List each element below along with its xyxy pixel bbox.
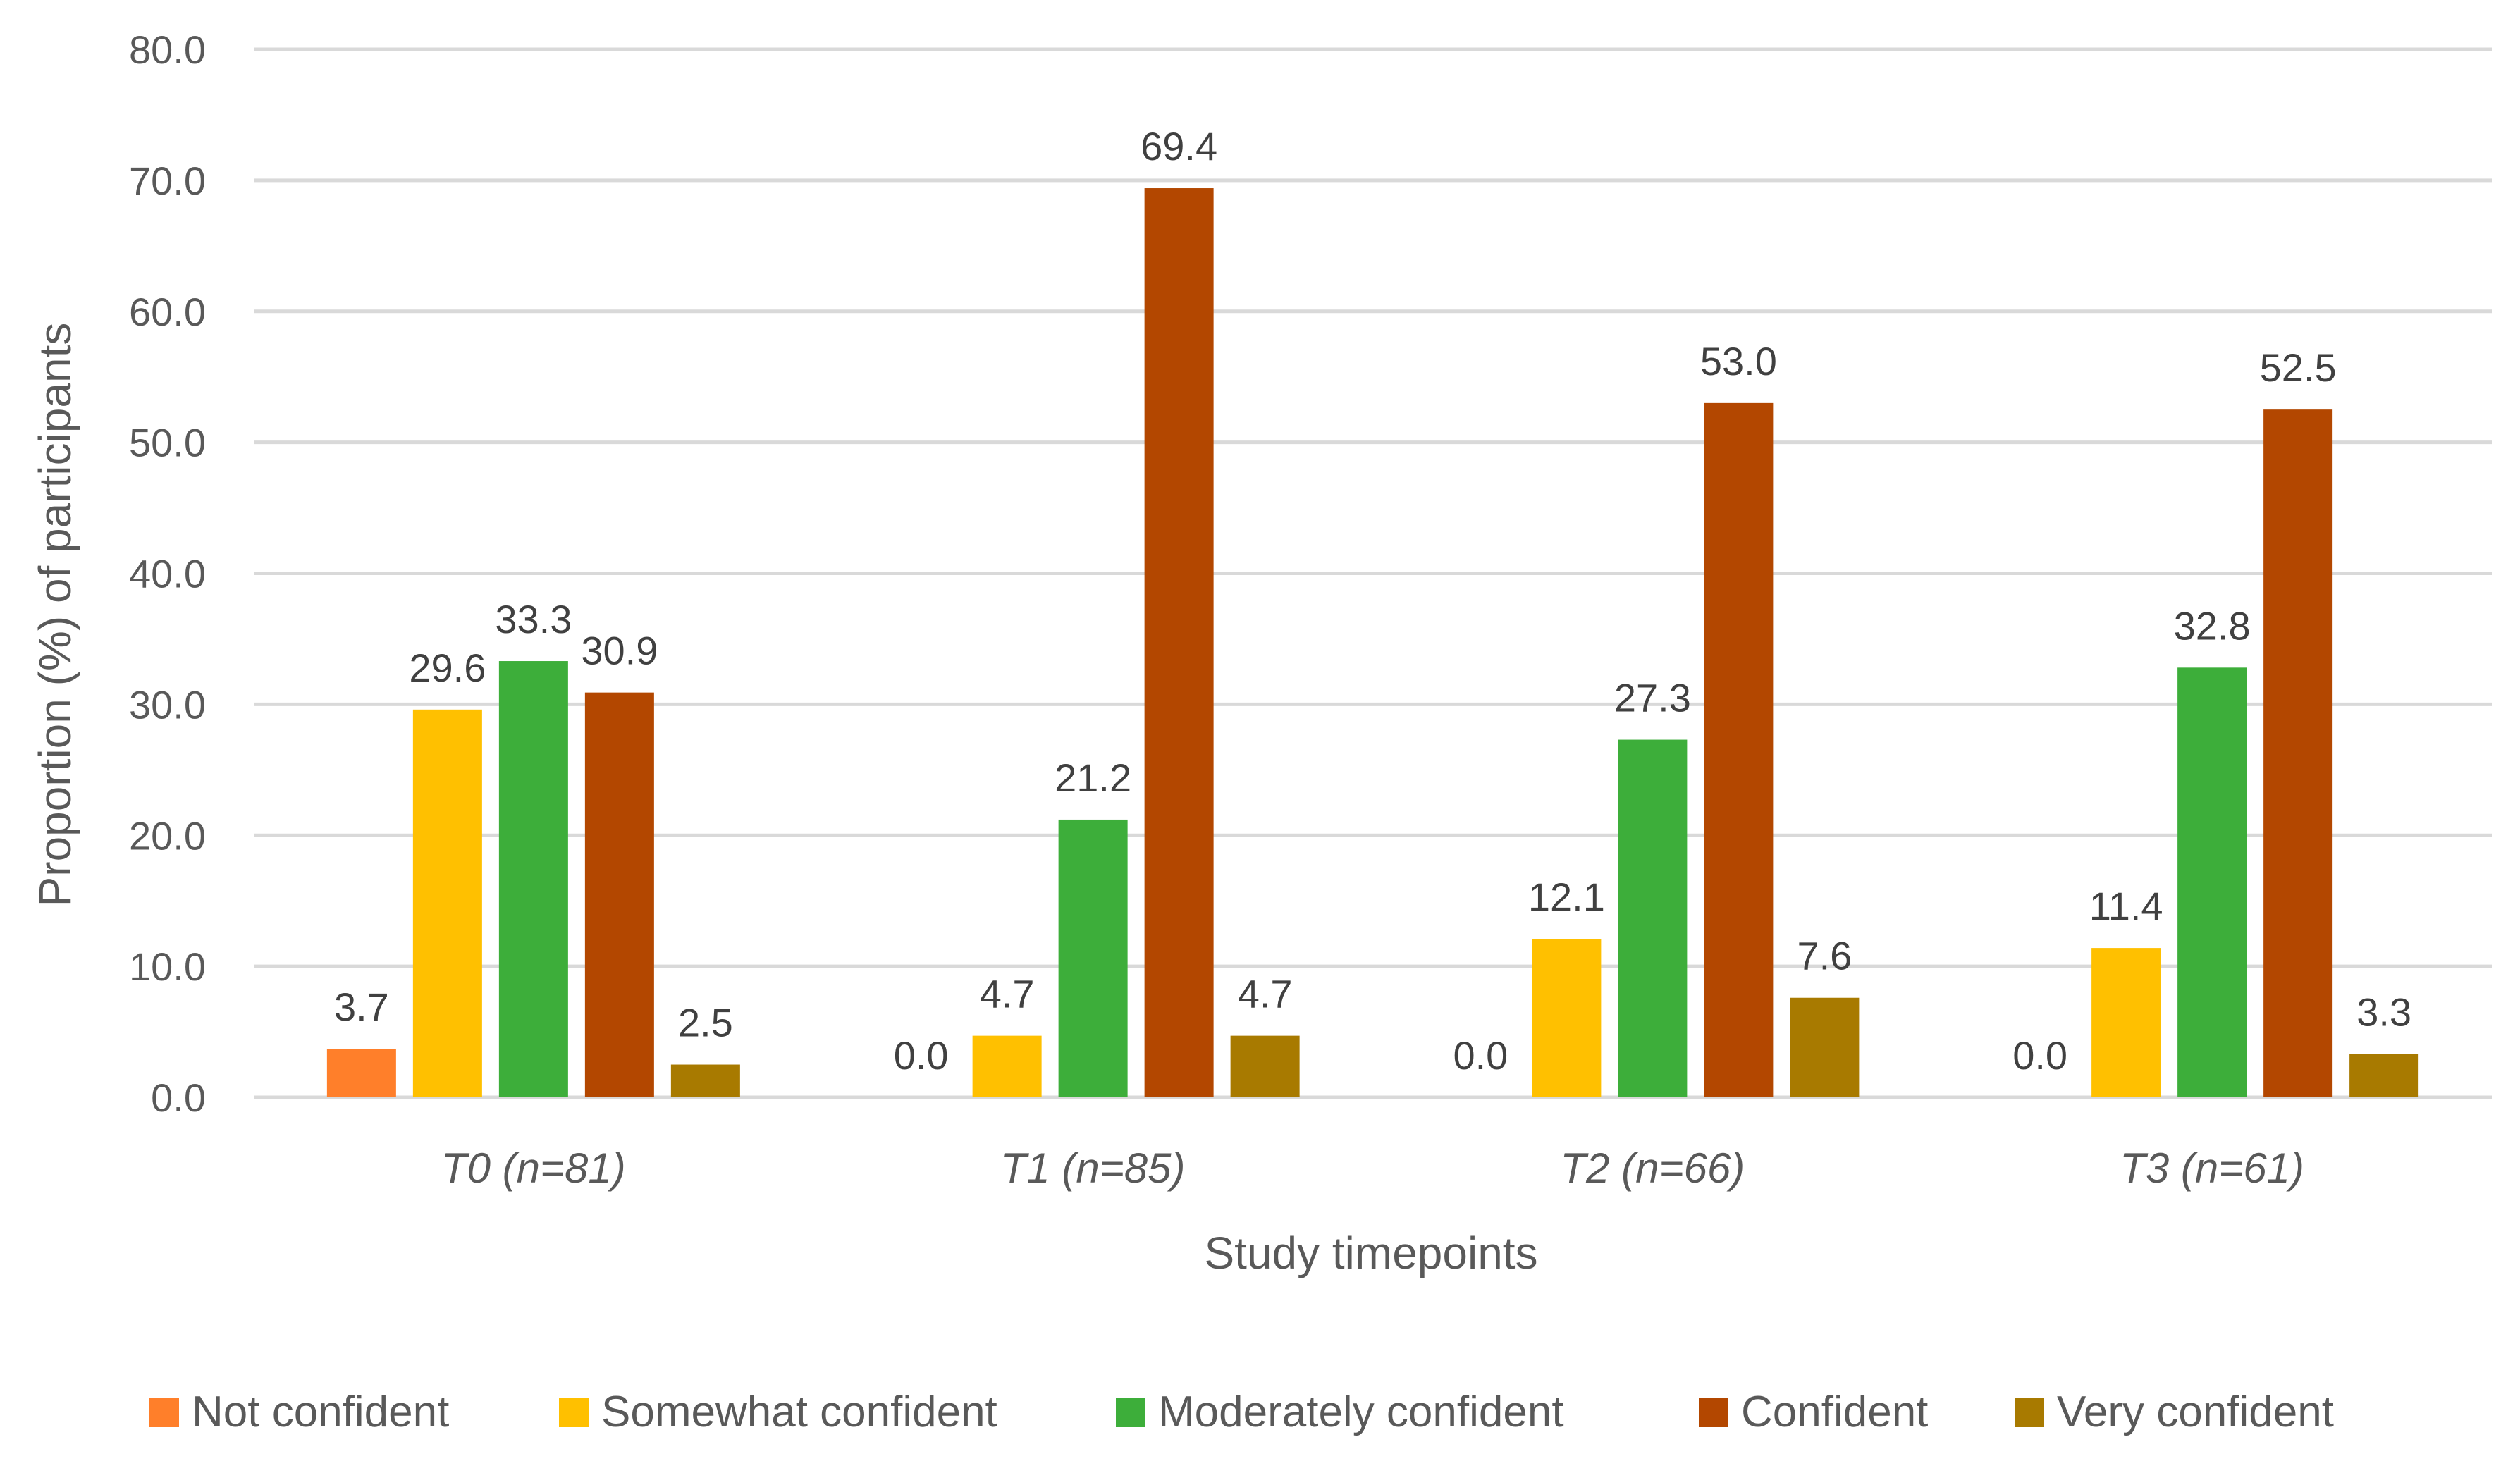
y-tick-label: 0.0 <box>151 1075 206 1120</box>
data-label: 0.0 <box>894 1033 949 1078</box>
data-label: 21.2 <box>1055 756 1131 800</box>
x-category-label: T0 (n=81) <box>441 1145 626 1192</box>
legend-label: Moderately confident <box>1158 1388 1564 1436</box>
data-label: 52.5 <box>2260 345 2337 390</box>
bar <box>1230 1035 1300 1097</box>
data-label: 29.6 <box>409 646 486 690</box>
y-tick-label: 70.0 <box>129 159 206 203</box>
y-axis-title: Proportion (%) of participants <box>30 323 80 907</box>
bar <box>1618 739 1688 1097</box>
bar <box>1144 188 1214 1098</box>
data-label: 33.3 <box>495 597 572 641</box>
bar <box>1704 402 1774 1097</box>
data-label: 0.0 <box>1453 1033 1508 1078</box>
bar <box>1790 997 1860 1097</box>
data-label: 12.1 <box>1528 875 1605 919</box>
data-label: 27.3 <box>1614 676 1691 720</box>
x-axis-title: Study timepoints <box>1204 1228 1537 1278</box>
data-label: 3.3 <box>2356 990 2411 1035</box>
x-category-label: T3 (n=61) <box>2120 1145 2304 1192</box>
bar <box>2349 1054 2419 1097</box>
y-tick-label: 50.0 <box>129 421 206 465</box>
bar <box>326 1049 396 1097</box>
data-label: 7.6 <box>1797 934 1852 978</box>
y-tick-label: 40.0 <box>129 552 206 596</box>
x-category-label: T2 (n=66) <box>1560 1145 1745 1192</box>
y-tick-label: 60.0 <box>129 290 206 334</box>
data-label: 3.7 <box>334 985 389 1029</box>
y-tick-label: 10.0 <box>129 944 206 989</box>
bar <box>2177 667 2247 1097</box>
legend-label: Somewhat confident <box>601 1388 997 1436</box>
legend-label: Very confident <box>2057 1388 2334 1436</box>
legend: Not confident Somewhat confident Moderatel… <box>149 1388 2334 1436</box>
x-axis-category-labels: T0 (n=81) T1 (n=85) T2 (n=66) T3 (n=61) <box>441 1145 2304 1192</box>
data-label: 69.4 <box>1141 124 1217 168</box>
legend-swatch <box>1699 1398 1728 1427</box>
y-tick-label: 30.0 <box>129 682 206 727</box>
data-label: 11.4 <box>2089 884 2163 928</box>
bar <box>584 692 654 1097</box>
legend-swatch <box>2015 1398 2044 1427</box>
legend-label: Confident <box>1741 1388 1928 1436</box>
data-label: 30.9 <box>581 629 658 673</box>
bar <box>1058 819 1128 1097</box>
bar <box>2263 409 2333 1097</box>
legend-label: Not confident <box>192 1388 449 1436</box>
bar <box>2091 948 2161 1097</box>
data-label: 4.7 <box>1238 972 1293 1016</box>
bar <box>1532 939 1602 1097</box>
data-label: 32.8 <box>2174 603 2251 648</box>
data-label: 0.0 <box>2012 1033 2067 1078</box>
legend-swatch <box>1116 1398 1145 1427</box>
bar <box>412 709 482 1097</box>
data-label: 53.0 <box>1700 339 1777 383</box>
bar <box>972 1035 1042 1097</box>
x-category-label: T1 (n=85) <box>1001 1145 1186 1192</box>
data-label: 2.5 <box>678 1001 733 1045</box>
bar <box>670 1064 740 1097</box>
y-tick-label: 20.0 <box>129 813 206 858</box>
y-tick-label: 80.0 <box>129 27 206 72</box>
bar <box>498 661 568 1097</box>
data-label: 4.7 <box>980 972 1035 1016</box>
bars <box>326 188 2419 1098</box>
data-labels: 3.7 29.633.330.9 2.5 0.0 4.7 21.2 69.4 4.7 0.0 12… <box>334 124 2411 1078</box>
legend-swatch <box>559 1398 589 1427</box>
legend-swatch <box>149 1398 179 1427</box>
y-axis-tick-labels: 0.0 10.0 20.0 30.0 40.0 50.0 60.0 70.0 80.0 <box>129 27 206 1120</box>
